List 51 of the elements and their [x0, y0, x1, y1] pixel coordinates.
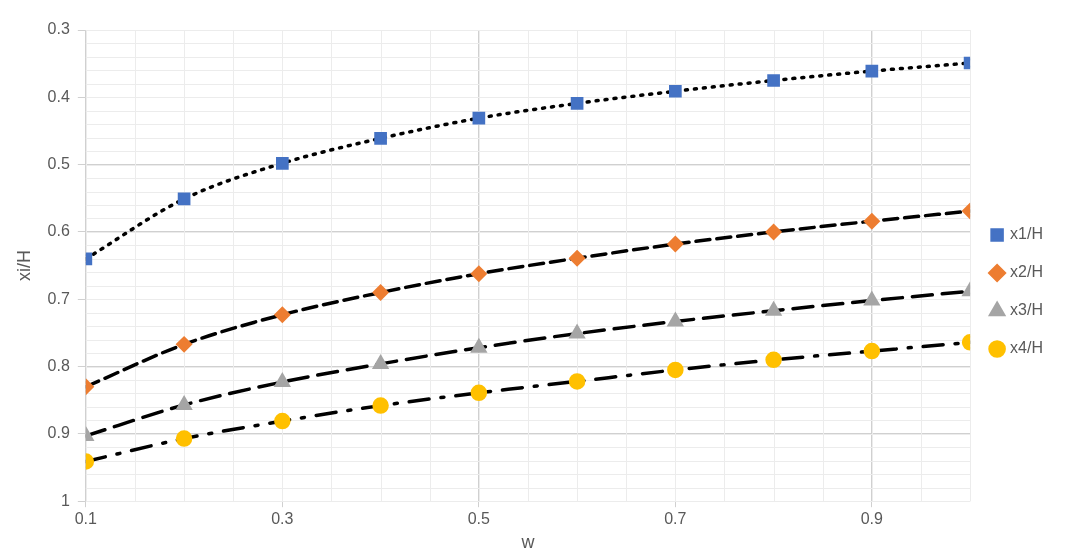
legend-label: x1/H	[1010, 225, 1044, 243]
point	[864, 292, 880, 306]
point	[765, 224, 782, 240]
point	[569, 325, 585, 339]
legend-label: x4/H	[1010, 339, 1044, 357]
point	[864, 213, 880, 229]
point	[765, 351, 782, 369]
x-axis-title: w	[520, 532, 536, 553]
point	[667, 361, 684, 379]
point	[470, 384, 488, 402]
y-tick-label: 0.6	[47, 222, 70, 240]
point	[569, 250, 585, 266]
point	[863, 342, 881, 360]
point	[570, 97, 584, 110]
point	[372, 284, 389, 301]
point	[373, 355, 388, 369]
x-tick-label: 0.1	[74, 510, 98, 528]
point	[766, 302, 781, 316]
y-tick-label: 0.9	[47, 424, 70, 442]
point	[274, 306, 291, 323]
point	[667, 236, 684, 252]
legend-label: x3/H	[1010, 301, 1044, 319]
y-tick-label: 1	[60, 491, 70, 509]
point	[176, 396, 192, 410]
y-axis-title: xi/H	[13, 250, 34, 282]
point	[176, 336, 192, 353]
point	[471, 265, 487, 282]
y-tick-label: 0.7	[47, 289, 70, 307]
point	[471, 339, 487, 353]
point	[374, 132, 387, 145]
point	[175, 430, 193, 447]
y-tick-label: 0.4	[47, 87, 70, 105]
y-tick-label: 0.5	[47, 155, 70, 173]
x-tick-label: 0.3	[271, 510, 294, 528]
point	[865, 64, 879, 78]
point	[177, 192, 191, 206]
point	[472, 111, 486, 125]
legend-label: x2/H	[1010, 263, 1044, 281]
y-tick-label: 0.3	[47, 20, 70, 38]
x-tick-label: 0.7	[664, 510, 687, 528]
x-tick-label: 0.5	[467, 510, 491, 528]
point	[274, 373, 290, 388]
point	[767, 74, 780, 87]
point	[667, 313, 683, 327]
y-tick-label: 0.8	[47, 356, 70, 374]
point	[372, 397, 389, 414]
point	[274, 412, 291, 430]
point	[568, 373, 586, 390]
x-tick-label: 0.9	[860, 510, 884, 528]
point	[669, 84, 682, 98]
point	[276, 156, 289, 170]
